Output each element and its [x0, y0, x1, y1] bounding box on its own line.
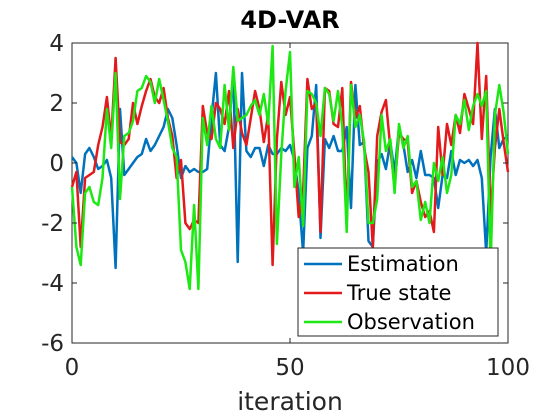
series-lines — [70, 41, 510, 291]
y-tick-label: -4 — [41, 271, 64, 297]
series-line-observation — [70, 44, 510, 291]
y-tick-label: 2 — [49, 91, 64, 117]
legend-label: True state — [346, 281, 451, 305]
series-line-true-state — [70, 41, 510, 267]
x-tick-label: 100 — [486, 355, 530, 381]
legend-label: Observation — [347, 310, 475, 334]
x-axis-label: iteration — [237, 387, 343, 416]
y-tick-label: -2 — [41, 211, 64, 237]
legend: Estimation True state Observation — [297, 247, 499, 337]
chart-title: 4D-VAR — [240, 6, 339, 34]
x-tick-label: 50 — [275, 355, 304, 381]
x-tick-label: 0 — [65, 355, 80, 381]
legend-label: Estimation — [347, 252, 459, 276]
y-tick-label: 4 — [49, 31, 64, 57]
y-tick-label: 0 — [49, 151, 64, 177]
axis-ticks: 0 50 100 4 2 0 -2 -4 -6 — [41, 31, 530, 381]
y-tick-label: -6 — [41, 331, 64, 357]
